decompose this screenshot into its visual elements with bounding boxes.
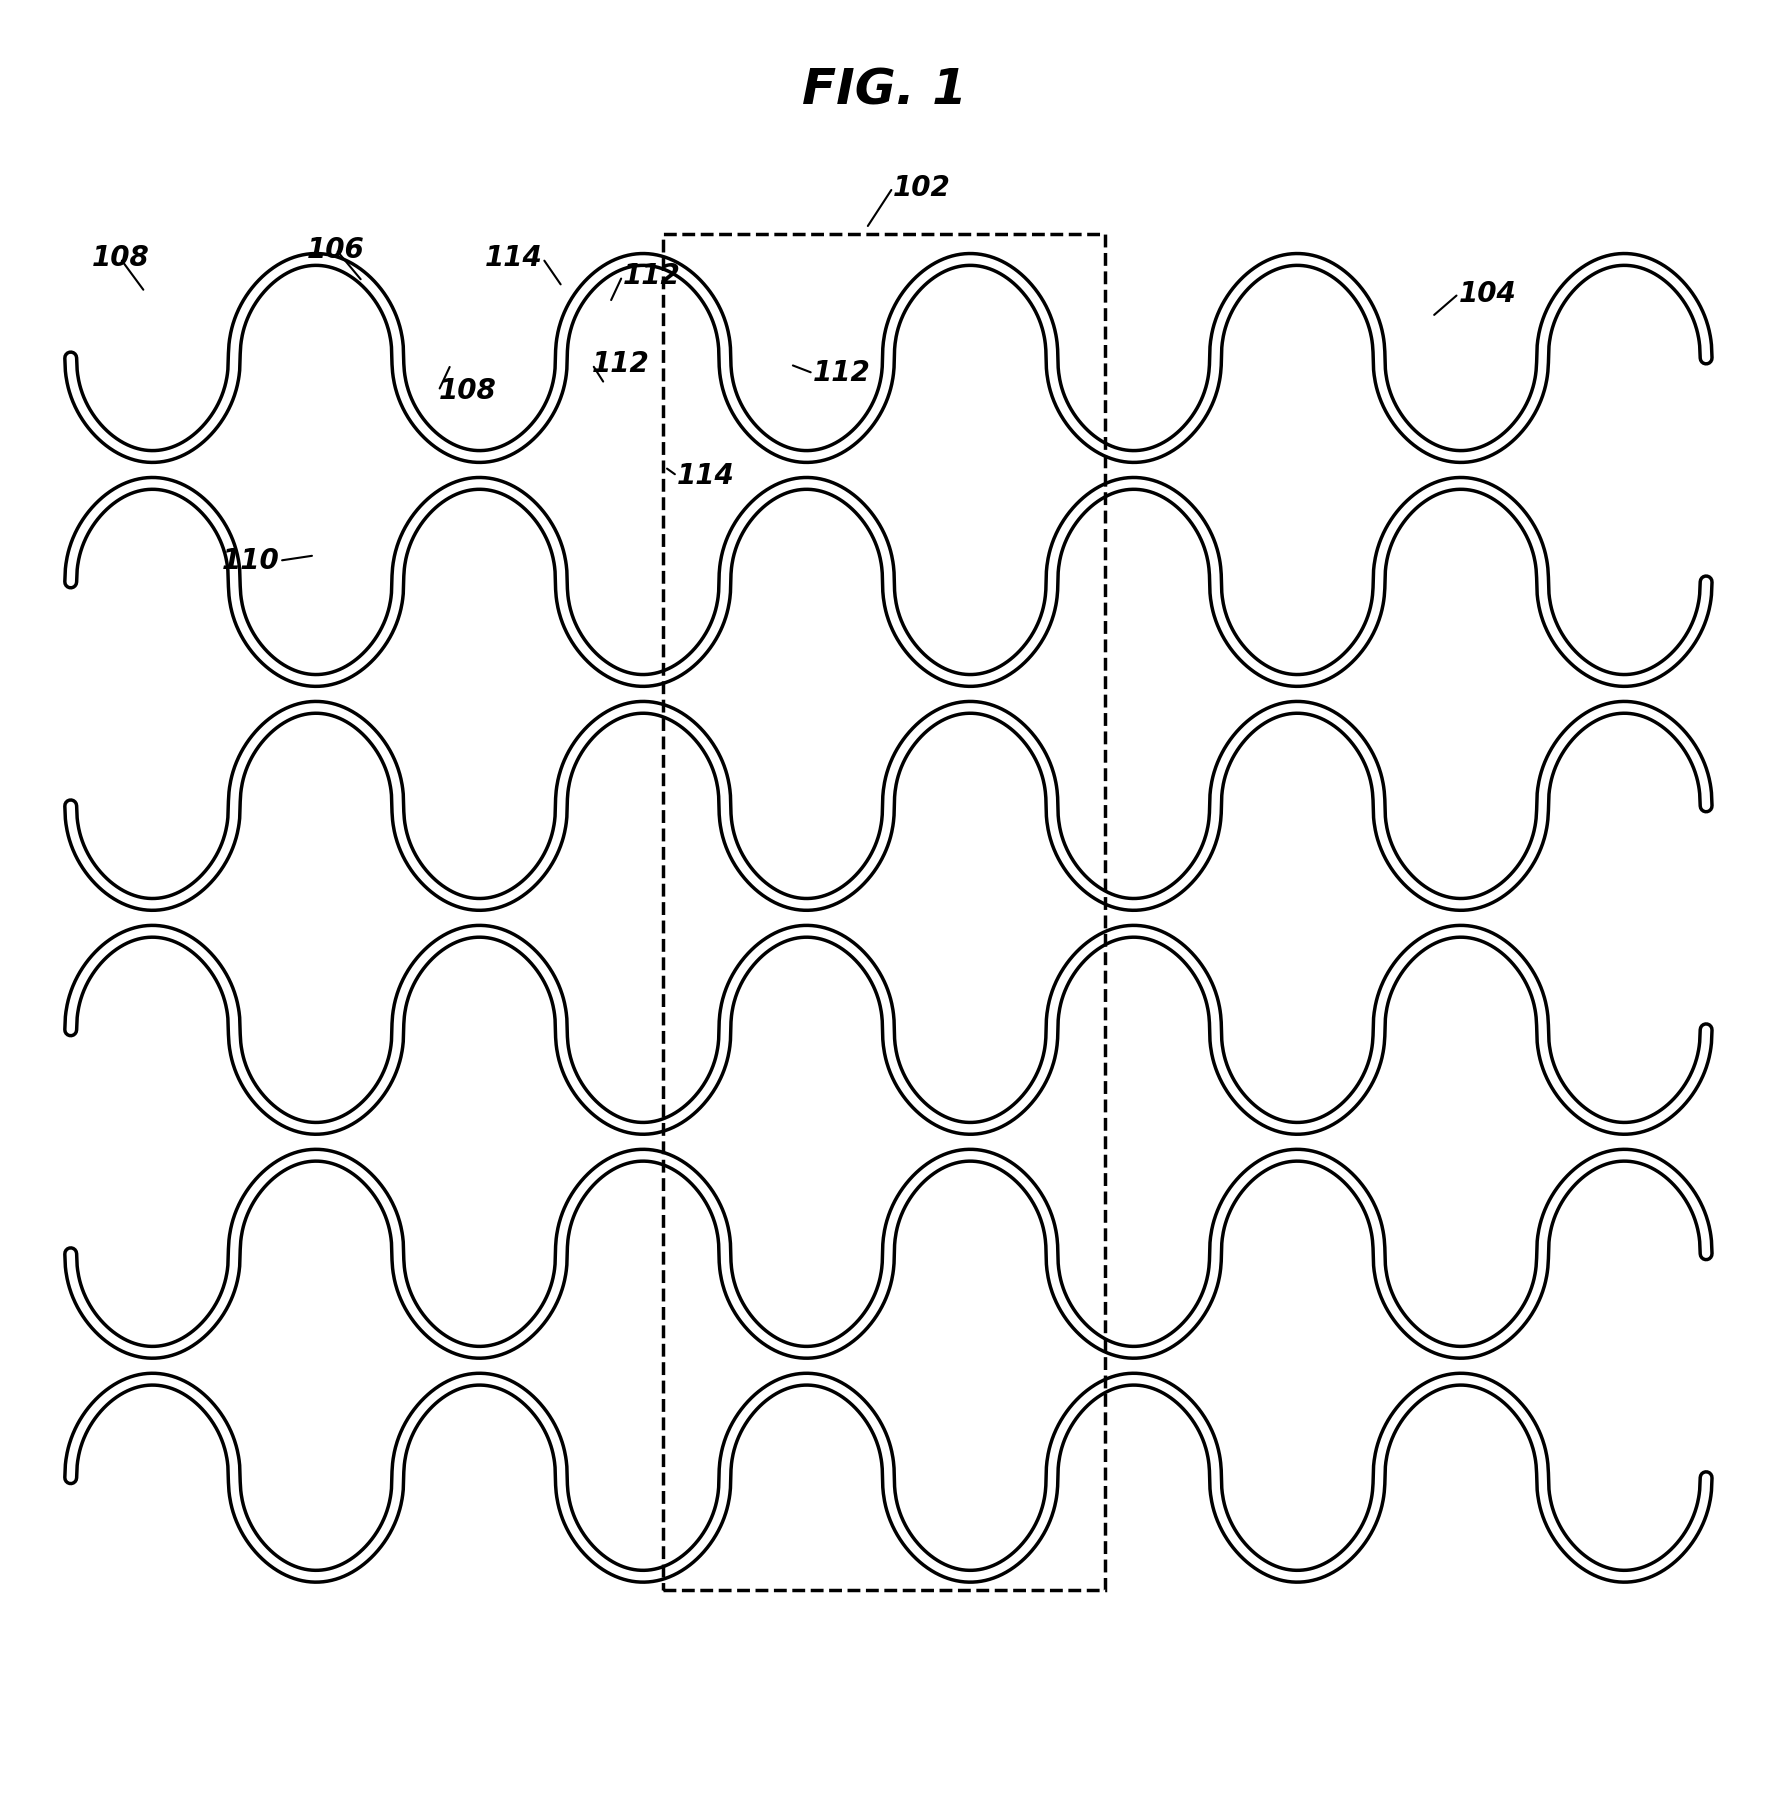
- Text: 112: 112: [592, 351, 651, 378]
- Text: 102: 102: [893, 175, 951, 202]
- Text: 108: 108: [438, 376, 497, 405]
- Text: 112: 112: [622, 262, 681, 291]
- Text: 108: 108: [92, 244, 149, 273]
- Text: 114: 114: [677, 462, 735, 489]
- Text: 104: 104: [1459, 280, 1517, 307]
- Text: 114: 114: [484, 244, 543, 273]
- Text: FIG. 1: FIG. 1: [801, 67, 967, 115]
- Text: 110: 110: [221, 547, 279, 574]
- Text: 112: 112: [813, 360, 872, 387]
- Text: 106: 106: [308, 236, 364, 264]
